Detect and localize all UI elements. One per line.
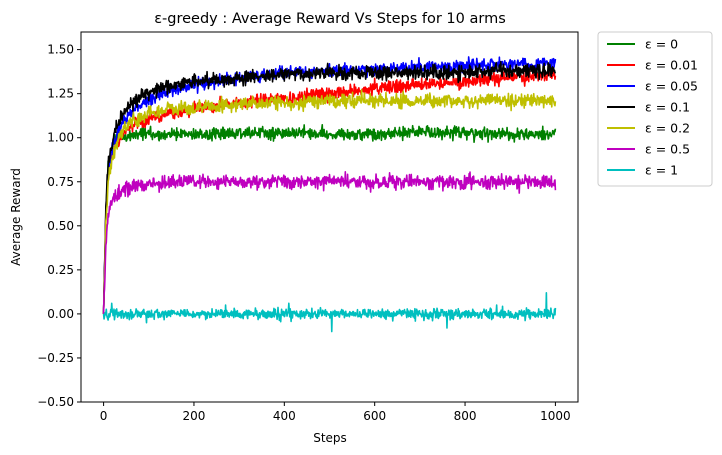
series-line [102, 124, 557, 314]
legend-label: ε = 0.2 [645, 121, 690, 136]
legend-label: ε = 1 [645, 163, 678, 178]
y-tick-label: 1.25 [47, 87, 74, 101]
series-line [102, 89, 557, 314]
y-axis: −0.50 −0.25 0.00 0.25 0.50 0.75 1.00 1.25 1.50 [37, 43, 81, 409]
legend-frame [597, 31, 713, 187]
plot-area [80, 31, 579, 403]
legend: ε = 0 ε = 0.01 ε = 0.05 ε = 0.1 ε = 0.2 ε = 0… [597, 31, 713, 187]
series-layer [102, 56, 557, 333]
series-line [102, 291, 557, 333]
y-axis-label: Average Reward [9, 168, 23, 266]
x-tick-label: 600 [363, 409, 386, 423]
legend-label: ε = 0.05 [645, 79, 698, 94]
chart-title: ε-greedy : Average Reward Vs Steps for 1… [154, 11, 506, 27]
y-tick-label: 1.00 [47, 131, 74, 145]
x-tick-label: 400 [273, 409, 296, 423]
x-axis: 0 200 400 600 800 1000 [100, 402, 571, 423]
y-tick-label: −0.25 [37, 351, 74, 365]
x-tick-label: 200 [183, 409, 206, 423]
y-tick-label: 0.00 [47, 307, 74, 321]
legend-label: ε = 0.1 [645, 100, 690, 115]
x-tick-label: 800 [454, 409, 477, 423]
x-axis-label: Steps [313, 431, 347, 445]
plot-frame [80, 31, 579, 403]
y-tick-label: −0.50 [37, 395, 74, 409]
y-tick-label: 1.50 [47, 43, 74, 57]
x-tick-label: 1000 [540, 409, 571, 423]
series-line [102, 56, 557, 314]
legend-label: ε = 0.5 [645, 142, 690, 157]
y-tick-label: 0.75 [47, 175, 74, 189]
legend-label: ε = 0 [645, 37, 678, 52]
y-tick-label: 0.50 [47, 219, 74, 233]
series-line [102, 60, 557, 314]
legend-label: ε = 0.01 [645, 58, 698, 73]
series-line [102, 170, 557, 314]
y-tick-label: 0.25 [47, 263, 74, 277]
x-tick-label: 0 [100, 409, 108, 423]
